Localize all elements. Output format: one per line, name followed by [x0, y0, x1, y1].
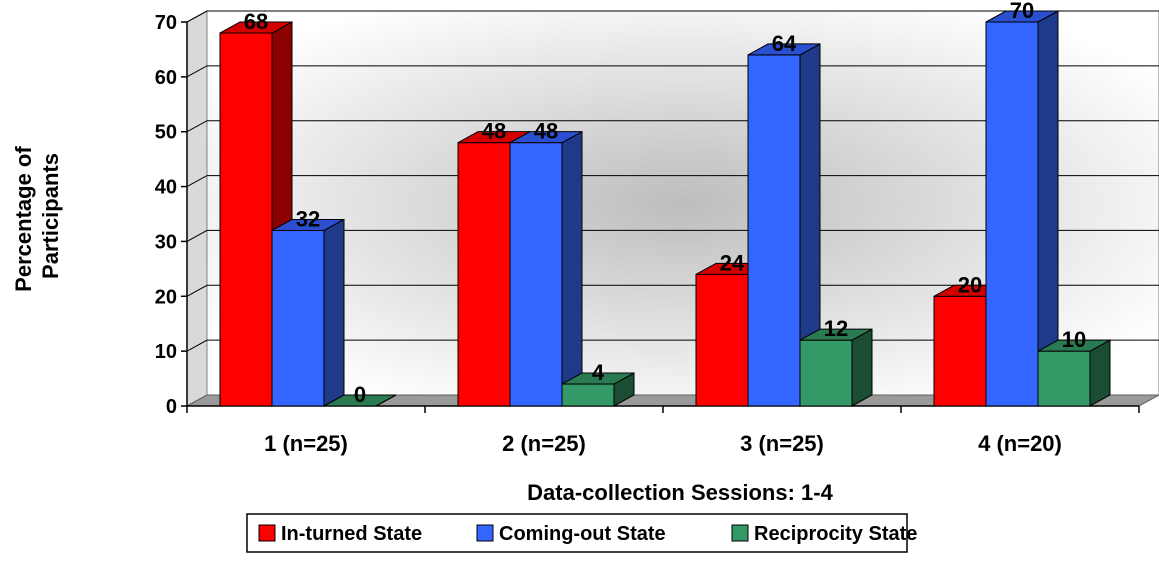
bar [747, 43, 821, 407]
bar-top [509, 131, 583, 144]
x-axis-label: Data-collection Sessions: 1-4 [527, 480, 833, 505]
bar [323, 394, 397, 407]
bar-top [985, 10, 1059, 23]
bar-front [695, 273, 749, 407]
bar [219, 21, 293, 407]
data-label: 48 [534, 119, 558, 144]
bar-front [799, 339, 853, 407]
x-tick-label: 3 (n=25) [740, 431, 824, 456]
bar-front [747, 54, 801, 407]
bar-front [509, 142, 563, 407]
legend-label: Reciprocity State [754, 523, 917, 545]
bar [271, 218, 345, 407]
x-tick-label: 4 (n=20) [978, 431, 1062, 456]
data-label: 48 [482, 119, 506, 144]
bar-side [323, 218, 345, 407]
legend-swatch [258, 524, 276, 542]
gridline [186, 65, 1159, 78]
legend-box [246, 513, 908, 553]
gridline [186, 229, 1159, 242]
gridline [186, 120, 1159, 133]
bar-front [933, 295, 987, 407]
bar-top [219, 21, 293, 34]
data-label: 24 [720, 250, 745, 275]
side-wall [186, 10, 208, 407]
gridline [186, 175, 1159, 188]
gridline [186, 10, 1159, 23]
data-label: 20 [958, 272, 982, 297]
data-label: 32 [296, 206, 320, 231]
y-axis-label-line2: Participants [38, 153, 63, 279]
legend-label: Coming-out State [499, 523, 666, 545]
legend-swatch [731, 524, 749, 542]
legend: In-turned State Coming-out State Reciproci… [246, 513, 917, 553]
y-tick-label: 0 [166, 396, 177, 418]
y-tick-label: 10 [155, 341, 177, 363]
bar-top [747, 43, 821, 56]
bar-top [561, 372, 635, 385]
bar-top [1037, 339, 1111, 352]
y-tick-label: 20 [155, 286, 177, 308]
data-label: 64 [772, 31, 797, 56]
y-axis-label: Percentage of Participants [11, 140, 63, 292]
data-label: 12 [824, 316, 848, 341]
gridline [186, 284, 1159, 297]
bar-side [851, 328, 873, 407]
data-label: 70 [1010, 0, 1034, 23]
bar [509, 130, 583, 407]
bar-front [219, 32, 273, 407]
y-tick-label: 30 [155, 231, 177, 253]
bar-front [271, 229, 325, 407]
bar-top [323, 394, 397, 407]
y-tick-label: 70 [155, 12, 177, 34]
y-tick-label: 40 [155, 177, 177, 199]
data-label: 68 [244, 9, 268, 34]
legend-label: In-turned State [281, 523, 422, 545]
bar-front [1037, 350, 1091, 407]
bar-front [985, 21, 1039, 407]
y-tick-label: 60 [155, 67, 177, 89]
bar-side [561, 130, 583, 407]
data-label: 4 [592, 360, 605, 385]
bar-top [799, 328, 873, 341]
bar-front [561, 383, 615, 407]
y-tick-label: 50 [155, 122, 177, 144]
data-label: 10 [1062, 327, 1086, 352]
x-tick-label: 2 (n=25) [502, 431, 586, 456]
bar [561, 372, 635, 407]
bar [799, 328, 873, 407]
x-tick-label: 1 (n=25) [264, 431, 348, 456]
bar-front [457, 142, 511, 407]
data-label: 0 [354, 382, 366, 407]
bar [1037, 339, 1111, 407]
y-axis-label-line1: Percentage of [11, 146, 36, 292]
bar-top [271, 218, 345, 231]
legend-swatch [476, 524, 494, 542]
